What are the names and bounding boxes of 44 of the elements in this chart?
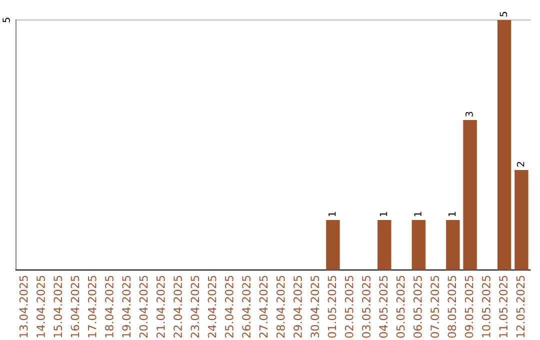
x-tick-label: 05.05.2025 [396,276,405,338]
bar [514,170,528,270]
x-tick-label: 02.05.2025 [344,276,354,338]
bar [497,20,512,270]
bar [463,120,477,270]
x-tick-label: 08.05.2025 [448,276,456,338]
x-tick-label: 11.05.2025 [499,276,508,338]
x-tick-label: 21.04.2025 [156,276,165,338]
x-tick-label: 20.04.2025 [139,276,148,338]
x-tick-label: 10.05.2025 [482,276,490,338]
x-tick-label: 22.04.2025 [174,276,182,338]
bar [378,220,392,270]
x-tick-label: 09.05.2025 [464,276,474,338]
bar [326,220,340,270]
x-tick-label: 03.05.2025 [362,276,370,338]
x-tick-label: 15.04.2025 [54,276,62,338]
data-label: 5 [500,12,508,16]
bar [412,220,426,270]
data-label: 1 [380,212,388,216]
x-tick-label: 14.04.2025 [36,276,45,338]
x-tick-label: 25.04.2025 [224,276,234,338]
x-tick-label: 16.04.2025 [70,276,80,338]
x-tick-label: 17.04.2025 [88,276,96,338]
x-tick-label: 26.04.2025 [242,276,251,338]
x-tick-label: 01.05.2025 [328,276,336,338]
bar [446,220,460,270]
x-tick-label: 29.04.2025 [294,276,302,338]
x-tick-label: 28.04.2025 [276,276,285,338]
x-tick-label: 12.05.2025 [516,276,525,338]
x-tick-label: 27.04.2025 [259,276,268,338]
x-tick-label: 23.04.2025 [190,276,200,338]
x-tick-label: 04.05.2025 [379,276,388,338]
x-tick-label: 30.04.2025 [310,276,320,338]
x-tick-label: 19.04.2025 [122,276,131,338]
data-label: 1 [448,212,456,216]
data-label: 3 [466,112,473,116]
data-label: 1 [414,212,422,216]
data-label: 1 [328,212,336,216]
x-tick-label: 18.04.2025 [105,276,114,338]
x-tick-label: 07.05.2025 [430,276,439,338]
data-label: 2 [516,162,524,167]
x-tick-label: 24.04.2025 [208,276,216,338]
x-tick-label: 06.05.2025 [413,276,422,338]
x-tick-label: 13.04.2025 [19,276,28,338]
